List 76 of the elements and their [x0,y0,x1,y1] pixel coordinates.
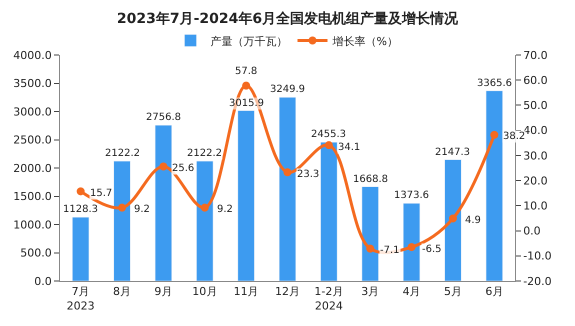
x-tick-label: 10月 [192,285,218,298]
y-tick-label: 1500.0 [13,190,52,204]
x-tick-label: 11月 [234,285,259,298]
data-label: 3015.9 [229,98,264,109]
x-tick-label: 7月 2023 [66,285,95,312]
y2-tick-label: -10.0 [523,250,552,263]
point [242,82,250,90]
data-label: 34.1 [338,142,360,153]
y2-tick-label: 60.0 [523,74,548,87]
point [200,204,209,212]
x-tick-label: 12月 [275,285,300,298]
legend-label: 增长率（%） [332,34,398,48]
x-tick-label: 8月 [113,285,132,298]
data-label: 1373.6 [394,190,429,201]
data-label: 25.6 [172,163,194,174]
y2-tick-label: 10.0 [523,200,548,213]
data-label: 2122.2 [105,148,140,159]
point [408,243,416,252]
data-label: 2147.3 [435,147,470,158]
bar [114,160,131,281]
x-tick-label: 9月 [154,285,172,298]
data-label: 2455.3 [311,129,346,140]
x-tick-label: 4月 [402,285,421,298]
point [159,162,168,170]
x-tick-label: 1-2月 2024 [314,285,344,312]
bar [486,90,503,281]
data-label: 2756.8 [146,112,181,123]
y-tick-label: 3500.0 [13,77,52,90]
y-tick-label: 3000.0 [13,105,52,118]
y-tick-label: 4000.0 [13,48,52,62]
x-tick-label: 6月 [485,285,504,298]
data-label: 3365.6 [477,78,512,89]
point [490,130,498,139]
bar [362,186,379,281]
point [324,141,333,150]
point [366,244,374,253]
y-tick-label: 500.0 [20,246,52,260]
data-label: 1668.8 [353,174,388,185]
data-label: 4.9 [465,215,481,226]
point [284,168,292,176]
data-label: 1128.3 [63,204,98,215]
y2-tick-label: 0.0 [523,224,541,238]
y2-tick-label: 20.0 [523,174,548,188]
bar [196,160,214,281]
x-tick-label: 3月 [361,285,380,298]
point [76,187,85,196]
chart-title: 2023年7月-2024年6月全国发电机组产量及增长情况 [116,10,460,27]
y2-tick-label: 30.0 [523,149,548,162]
data-label: 9.2 [134,204,150,215]
y2-tick-label: -20.0 [523,274,552,288]
bar [320,142,338,281]
data-label: 38.2 [503,131,526,142]
bar [72,217,90,281]
data-label: 3249.9 [270,84,305,95]
y-tick-label: 2000.0 [13,162,52,175]
y2-tick-label: 70.0 [523,48,548,62]
y-tick-label: 0.0 [34,274,52,288]
legend-label: 产量（万千瓦） [210,34,288,48]
data-label: -7.1 [380,245,400,256]
data-label: 2122.2 [187,148,222,159]
bar [403,203,420,281]
point [118,204,126,212]
data-label: 15.7 [90,188,112,199]
x-tick-label: 5月 [444,285,462,298]
bar [154,124,172,281]
data-label: 23.3 [297,169,320,180]
point [448,214,457,222]
data-label: -6.5 [422,244,442,255]
bar [278,97,296,281]
bar [444,159,462,281]
data-label: 9.2 [217,204,233,215]
y-tick-label: 2500.0 [13,134,52,147]
y2-tick-label: 40.0 [523,124,548,138]
data-label: 57.8 [235,66,258,77]
y2-tick-label: 50.0 [523,99,548,112]
y-tick-label: 1000.0 [13,218,52,232]
